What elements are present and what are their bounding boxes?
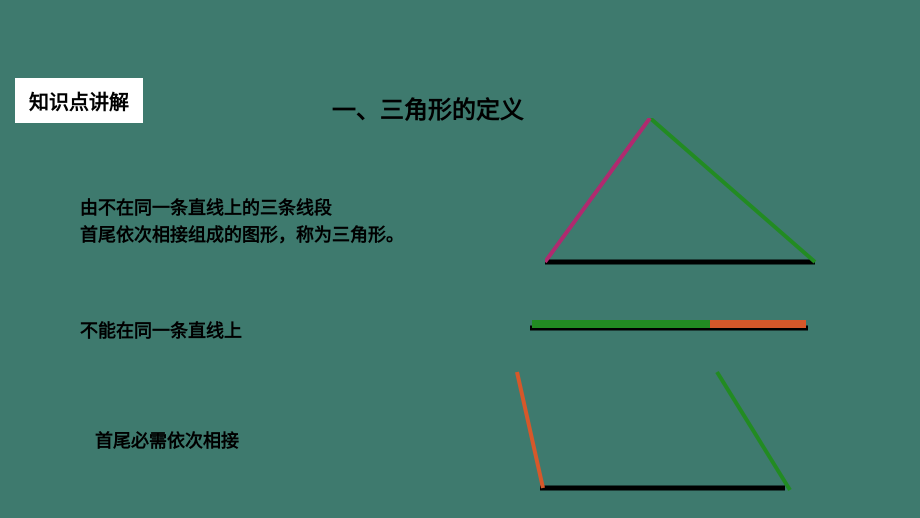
definition-text: 由不在同一条直线上的三条线段 首尾依次相接组成的图形，称为三角形。 — [80, 195, 404, 249]
slide: 知识点讲解 一、三角形的定义 由不在同一条直线上的三条线段 首尾依次相接组成的图… — [0, 0, 920, 518]
triangle-diagram — [545, 118, 820, 266]
collinear-diagram — [530, 318, 810, 332]
rule-not-collinear-text: 不能在同一条直线上 — [80, 318, 242, 345]
open-path-diagram — [515, 370, 815, 495]
rule-end-to-end-text: 首尾必需依次相接 — [95, 428, 239, 455]
slide-title: 一、三角形的定义 — [332, 90, 524, 125]
section-badge: 知识点讲解 — [15, 78, 143, 123]
